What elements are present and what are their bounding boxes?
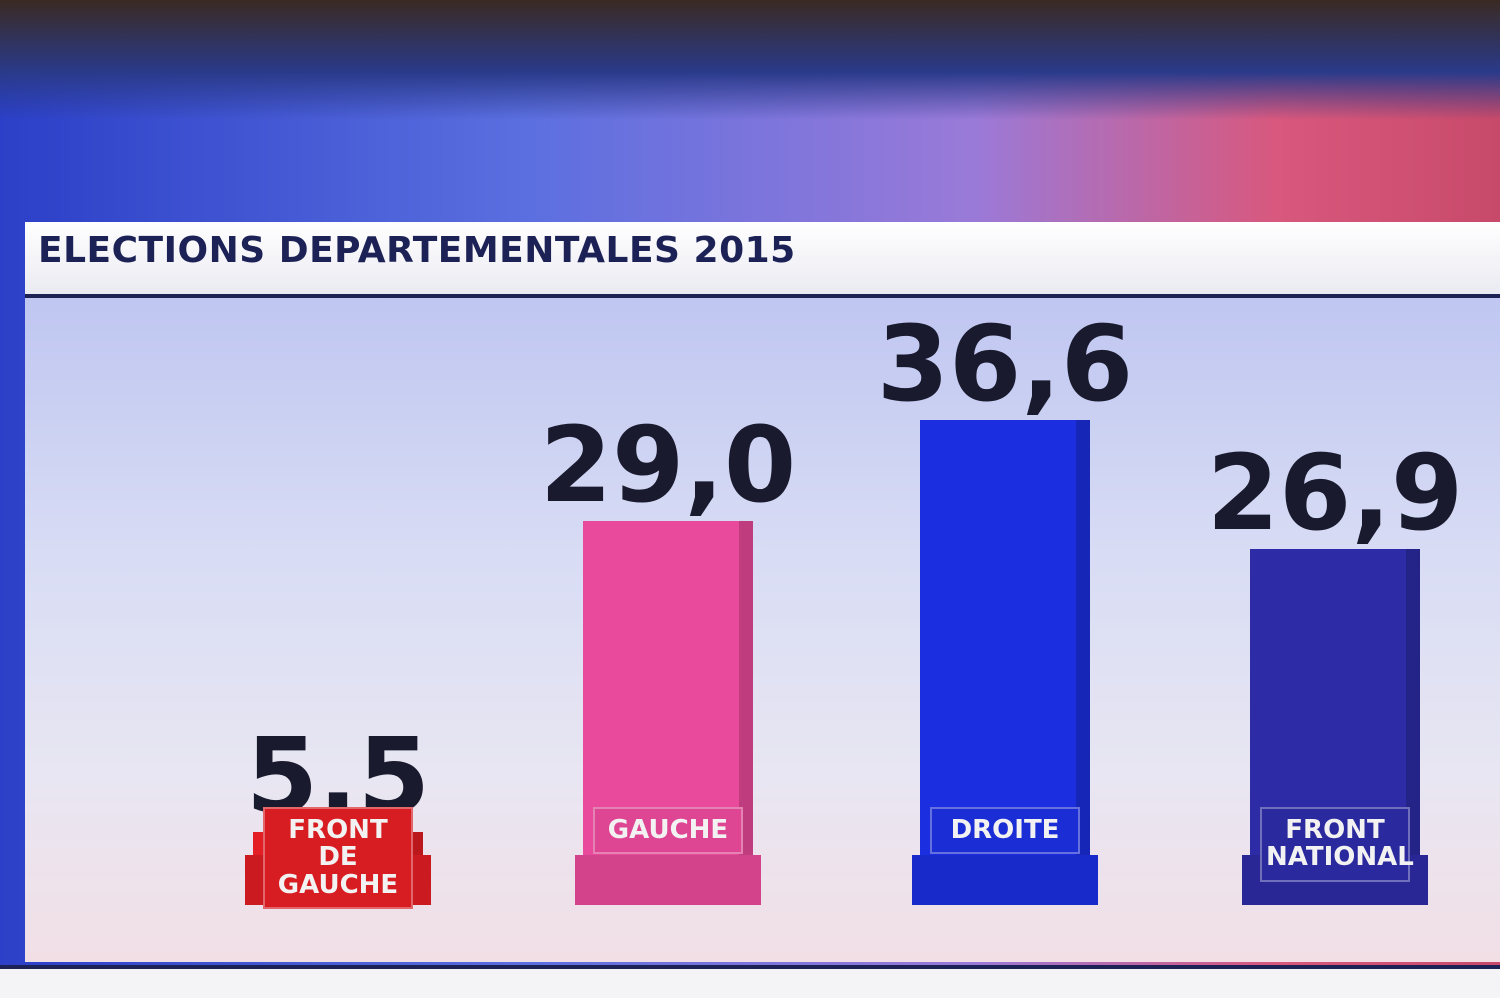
value-label: 29,0 bbox=[539, 403, 797, 526]
category-label: DROITE bbox=[930, 807, 1080, 855]
bar-base bbox=[575, 855, 761, 905]
value-label: 36,6 bbox=[876, 303, 1134, 426]
studio-band bbox=[0, 0, 1500, 120]
category-label: FRONT DE GAUCHE bbox=[263, 807, 413, 909]
value-label: 26,9 bbox=[1206, 431, 1464, 554]
bar-base bbox=[912, 855, 1098, 905]
category-label: GAUCHE bbox=[593, 807, 743, 855]
footer-band bbox=[0, 965, 1500, 998]
chart-title: ELECTIONS DEPARTEMENTALES 2015 bbox=[38, 230, 796, 271]
category-label: FRONT NATIONAL bbox=[1260, 807, 1414, 882]
title-bar bbox=[25, 222, 1500, 298]
